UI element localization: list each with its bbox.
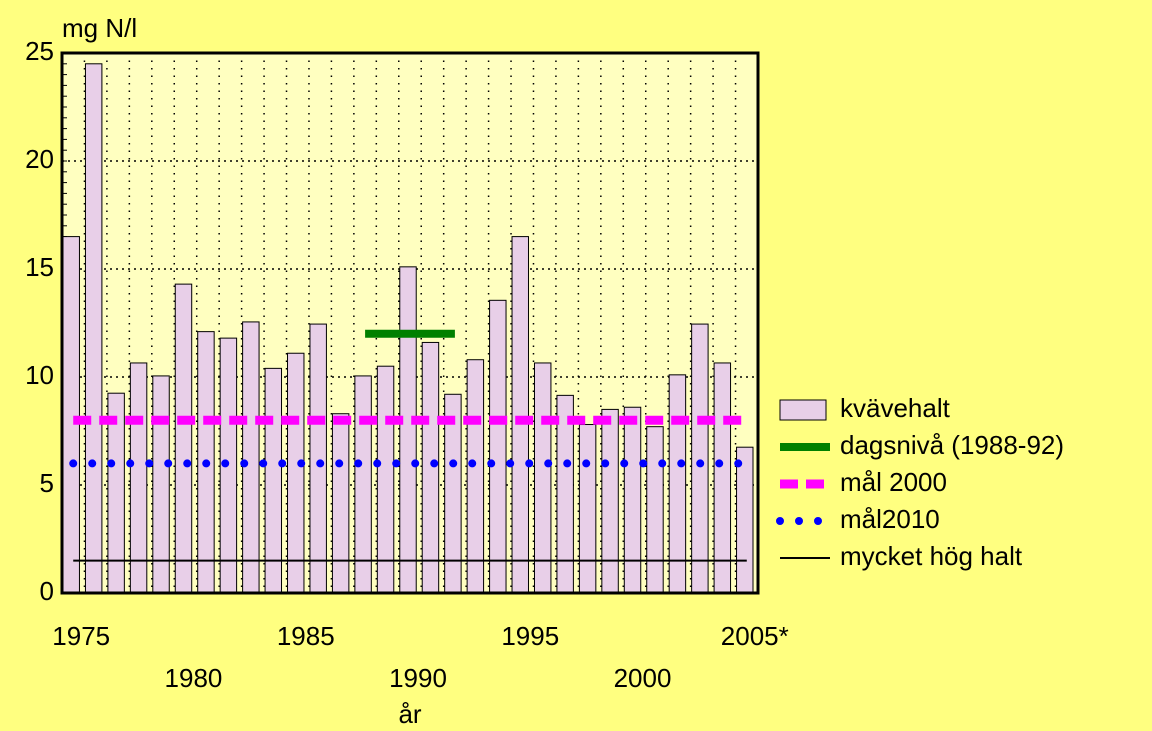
bar	[556, 394, 574, 594]
bar	[242, 321, 260, 594]
bar	[309, 323, 327, 594]
bar	[489, 299, 507, 594]
legend-swatch	[779, 399, 827, 421]
bar	[623, 406, 642, 594]
bar	[84, 63, 103, 594]
bar	[264, 367, 283, 594]
x-tick-label: 2000	[614, 663, 672, 693]
bar	[466, 359, 485, 594]
bar	[511, 236, 529, 594]
x-tick-label: 1985	[277, 621, 335, 651]
x-axis-label: år	[398, 699, 421, 729]
y-tick-label: 20	[25, 144, 54, 174]
bar	[376, 365, 395, 594]
y-tick-label: 0	[40, 576, 54, 606]
y-tick-label: 10	[25, 360, 54, 390]
legend-label: kvävehalt	[840, 393, 951, 423]
bar	[129, 362, 148, 594]
bar	[533, 362, 552, 594]
bar	[736, 446, 754, 594]
bar	[578, 424, 597, 594]
legend-label: mycket hög halt	[840, 541, 1023, 571]
x-tick-label: 2005*	[721, 621, 789, 651]
bar	[174, 283, 193, 594]
bar	[713, 362, 732, 594]
x-tick-label: 1975	[52, 621, 110, 651]
bar	[331, 413, 350, 594]
bar	[646, 426, 664, 594]
legend-label: dagsnivå (1988-92)	[840, 430, 1064, 460]
y-tick-label: 25	[25, 36, 54, 66]
bar	[399, 266, 417, 594]
plot-frame	[60, 51, 760, 595]
bar	[691, 323, 709, 594]
x-tick-label: 1995	[501, 621, 559, 651]
y-axis-label: mg N/l	[62, 13, 137, 43]
legend-label: mål2010	[840, 504, 940, 534]
bar	[421, 341, 440, 594]
y-tick-label: 15	[25, 252, 54, 282]
x-tick-label: 1980	[165, 663, 223, 693]
bar	[62, 236, 80, 594]
bar	[601, 408, 619, 594]
bar	[287, 352, 305, 594]
x-tick-label: 1990	[389, 663, 447, 693]
y-tick-label: 5	[40, 468, 54, 498]
legend-label: mål 2000	[840, 467, 947, 497]
